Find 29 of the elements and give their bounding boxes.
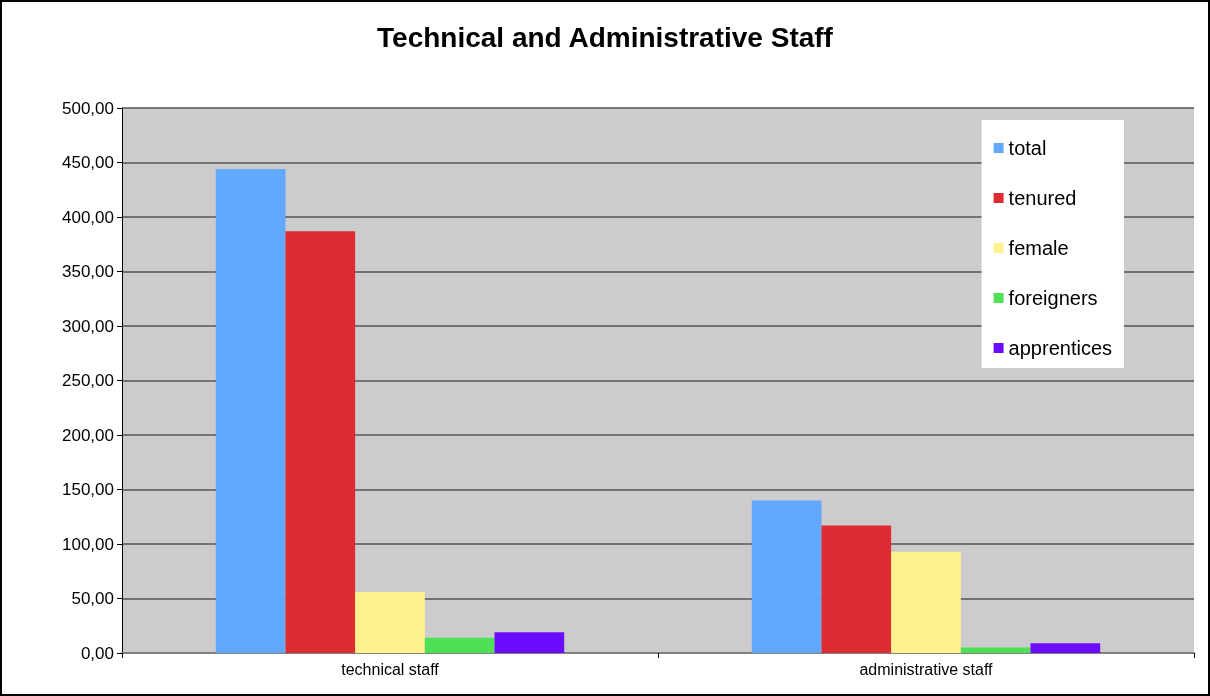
bar xyxy=(1030,643,1101,653)
y-tick-label: 200,00 xyxy=(62,425,114,445)
legend-label: total xyxy=(1008,137,1047,159)
legend-label: apprentices xyxy=(1008,337,1113,359)
chart-title: Technical and Administrative Staff xyxy=(377,21,834,53)
bar xyxy=(891,551,961,653)
y-tick-label: 100,00 xyxy=(62,534,114,554)
y-tick-label: 150,00 xyxy=(62,480,114,499)
y-tick-label: 300,00 xyxy=(62,316,114,336)
x-tick-label: administrative staff xyxy=(859,660,994,678)
legend-label: foreigners xyxy=(1008,287,1098,309)
bar xyxy=(285,231,356,653)
bar xyxy=(215,169,286,653)
y-tick-label: 350,00 xyxy=(62,262,114,281)
bar xyxy=(494,632,565,653)
y-tick-label: 0,00 xyxy=(80,643,114,663)
bar xyxy=(821,525,892,653)
y-tick-label: 500,00 xyxy=(62,98,114,118)
y-tick-label: 250,00 xyxy=(62,371,114,390)
bar xyxy=(751,500,822,653)
bar xyxy=(424,637,495,653)
bar xyxy=(960,647,1031,653)
legend-label: tenured xyxy=(1008,187,1077,209)
y-tick-label: 400,00 xyxy=(62,207,114,227)
y-tick-label: 50,00 xyxy=(71,589,114,608)
y-tick-label: 450,00 xyxy=(62,153,114,172)
x-tick-label: technical staff xyxy=(341,660,440,678)
bar xyxy=(355,591,425,653)
legend-label: female xyxy=(1008,237,1069,259)
